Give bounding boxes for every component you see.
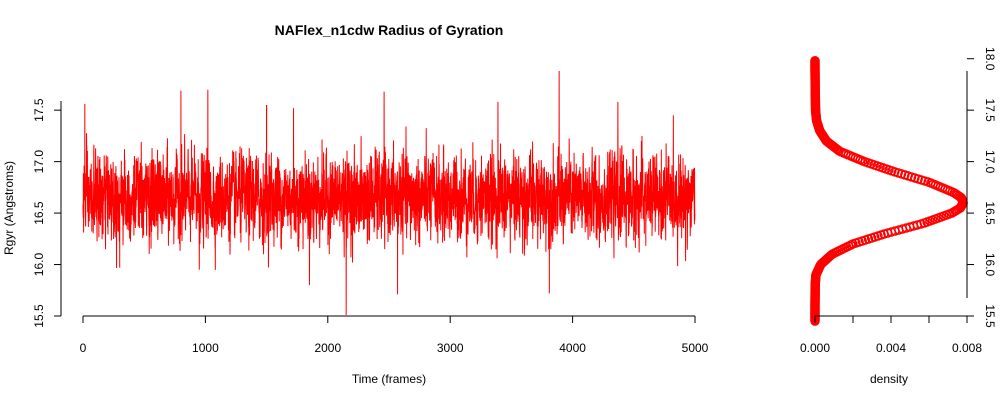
rgyr-series [82, 71, 696, 315]
y-axis-label: Rgyr (Angstroms) [2, 161, 16, 255]
rgyr-line-segment [204, 89, 268, 270]
density-y-tick-label: 17.5 [983, 98, 997, 122]
density-series [810, 56, 968, 326]
x-tick-label: 4000 [559, 341, 586, 355]
rgyr-line-segment [449, 101, 512, 259]
density-x-tick-label: 0.000 [800, 341, 830, 355]
rgyr-line-segment [143, 90, 206, 270]
density-x-axis-label: density [870, 372, 908, 386]
chart-title: NAFlex_n1cdw Radius of Gyration [275, 22, 504, 38]
x-axis-label: Time (frames) [352, 372, 426, 386]
y-tick-label: 17.5 [32, 98, 46, 122]
density-y-tick-label: 16.0 [983, 253, 997, 277]
rgyr-line-segment [633, 115, 696, 267]
y-tick-label: 16.5 [32, 201, 46, 225]
rgyr-line-segment [82, 103, 145, 268]
density-point [810, 56, 820, 66]
x-tick-label: 0 [80, 341, 87, 355]
y-tick-label: 15.5 [32, 304, 46, 328]
rgyr-line-segment [388, 126, 451, 295]
rgyr-line-segment [327, 91, 390, 315]
rgyr-line-segment [572, 101, 635, 259]
density-x-tick-label: 0.008 [952, 341, 982, 355]
density-x-ticks: 0.000 0.004 0.008 [800, 316, 982, 355]
x-ticks: 0 1000 2000 3000 4000 5000 [80, 316, 709, 355]
density-panel: 0.000 0.004 0.008 15.5 16.0 16.5 17.0 17.5 18.0… [800, 47, 997, 386]
rgyr-line-segment [510, 71, 574, 294]
density-y-ticks: 15.5 16.0 16.5 17.0 17.5 18.0 [967, 47, 997, 328]
x-tick-label: 5000 [682, 341, 709, 355]
x-tick-label: 2000 [314, 341, 341, 355]
density-y-tick-label: 17.0 [983, 150, 997, 174]
y-tick-label: 16.0 [32, 253, 46, 277]
x-tick-label: 1000 [192, 341, 219, 355]
x-tick-label: 3000 [437, 341, 464, 355]
time-series-panel: 0 1000 2000 3000 4000 5000 15.5 16.0 16.5 17.0 17… [2, 71, 709, 386]
rgyr-line-segment [266, 105, 329, 286]
density-y-tick-label: 18.0 [983, 47, 997, 71]
y-ticks: 15.5 16.0 16.5 17.0 17.5 [32, 98, 61, 328]
y-tick-label: 17.0 [32, 150, 46, 174]
density-y-tick-label: 16.5 [983, 201, 997, 225]
density-y-tick-label: 15.5 [983, 304, 997, 328]
density-x-tick-label: 0.004 [876, 341, 906, 355]
